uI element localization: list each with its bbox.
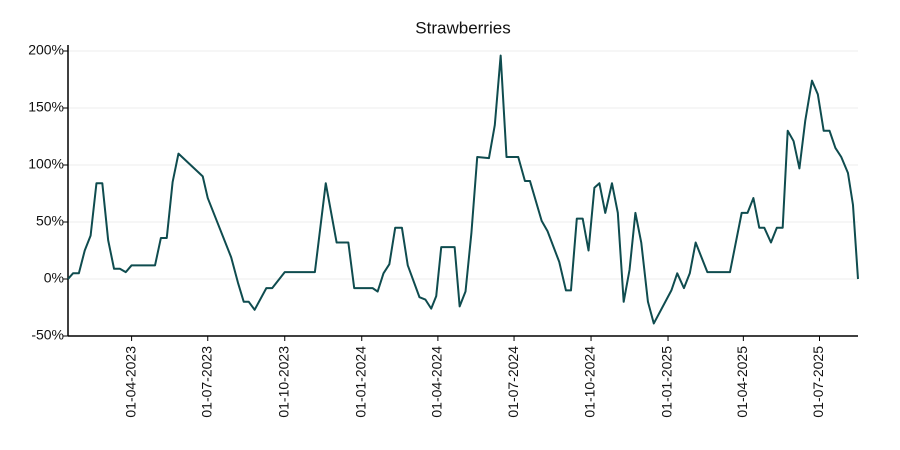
- y-tick-label: 0%: [44, 270, 64, 286]
- y-tick-label: 50%: [36, 213, 64, 229]
- x-tick-label: 01-07-2025: [810, 346, 826, 418]
- chart-title: Strawberries: [415, 18, 510, 37]
- x-tick-label: 01-01-2024: [352, 346, 368, 418]
- x-tick-label: 01-04-2023: [122, 346, 138, 418]
- y-tick-label: -50%: [31, 327, 64, 343]
- y-tick-label: 150%: [28, 99, 64, 115]
- x-tick-label: 01-01-2025: [659, 346, 675, 418]
- x-tick-label: 01-07-2023: [198, 346, 214, 418]
- x-tick-label: 01-04-2024: [429, 346, 445, 418]
- y-tick-label: 100%: [28, 156, 64, 172]
- line: [67, 54, 859, 325]
- x-tick-label: 01-04-2025: [734, 346, 750, 418]
- x-tick-label: 01-10-2023: [275, 346, 291, 418]
- x-tick-label: 01-07-2024: [505, 346, 521, 418]
- x-tick-label: 01-10-2024: [582, 346, 598, 418]
- y-tick-label: 200%: [28, 42, 64, 58]
